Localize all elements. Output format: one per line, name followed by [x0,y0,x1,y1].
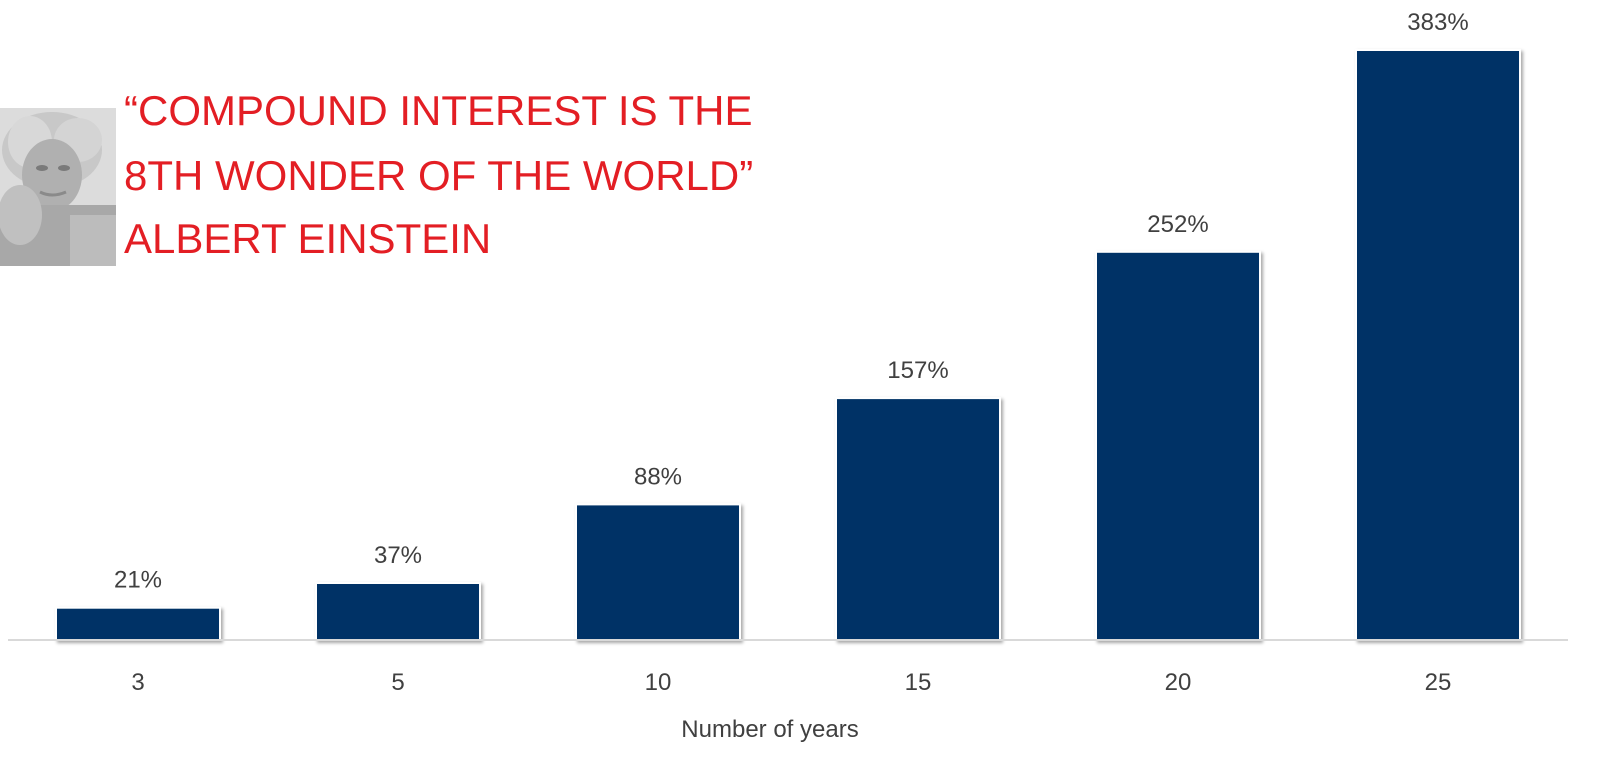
data-label-5: 37% [374,542,422,569]
x-tick-label-15: 15 [905,669,932,696]
quote-line-3: ALBERT EINSTEIN [124,215,491,262]
x-tick-label-25: 25 [1425,669,1452,696]
data-label-10: 88% [634,463,682,490]
quote-block: “COMPOUND INTEREST IS THE 8TH WONDER OF … [124,87,753,262]
quote-line-2: 8TH WONDER OF THE WORLD” [124,152,753,199]
data-label-20: 252% [1147,211,1208,238]
bar-25 [1355,49,1521,641]
data-label-25: 383% [1407,9,1468,36]
x-tick-label-5: 5 [391,669,404,696]
quote-line-1: “COMPOUND INTEREST IS THE [124,87,753,134]
data-label-15: 157% [887,357,948,384]
x-axis-title: Number of years [681,716,858,743]
x-tick-label-20: 20 [1165,669,1192,696]
einstein-portrait-icon [0,108,116,266]
bar-10 [575,503,741,641]
x-tick-label-3: 3 [131,669,144,696]
data-label-3: 21% [114,567,162,594]
x-tick-label-10: 10 [645,669,672,696]
bar-3 [55,606,221,642]
bar-5 [315,582,481,641]
x-tick-labels: 3 5 10 15 20 25 [131,669,1451,696]
data-labels: 21% 37% 88% 157% 252% 383% [114,9,1469,594]
bar-20 [1095,250,1261,642]
bar-15 [835,397,1001,641]
bar-series [55,49,1521,642]
